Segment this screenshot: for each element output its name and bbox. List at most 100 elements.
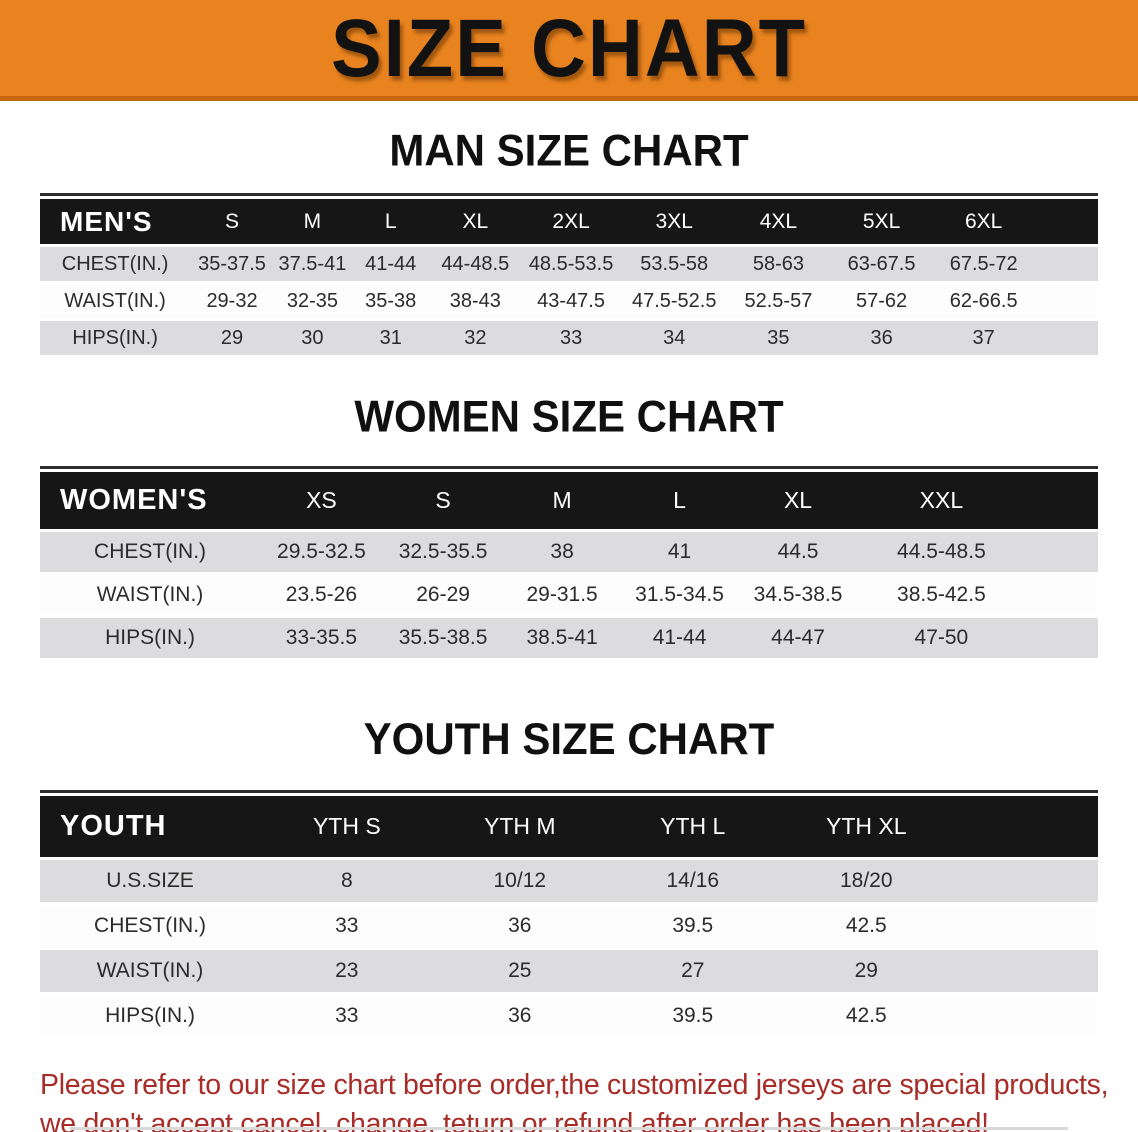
size-column-header: M xyxy=(503,472,621,529)
size-value-cell: 41-44 xyxy=(351,247,431,281)
size-value-cell: 44.5 xyxy=(738,532,858,572)
size-column-header: XS xyxy=(260,472,383,529)
table-row: CHEST(IN.) 29.5-32.5 32.5-35.5 38 41 44.5 44.5… xyxy=(40,532,1098,572)
table-group-label: MEN'S xyxy=(40,199,191,244)
women-size-table: WOMEN'S XS S M L XL XXL CHEST(IN.) 29.5-32.5 32.5… xyxy=(40,469,1098,661)
size-column-header: YTH S xyxy=(260,796,434,857)
youth-size-table: YOUTH YTH S YTH M YTH L YTH XL U.S.SIZE 8 10/12… xyxy=(40,793,1098,1040)
size-column-header: S xyxy=(190,199,274,244)
men-section-heading: MAN SIZE CHART xyxy=(389,125,749,175)
filler-cell xyxy=(1024,532,1098,572)
size-value-cell: 38.5-42.5 xyxy=(857,575,1025,615)
size-column-header: 5XL xyxy=(830,199,933,244)
table-row: WAIST(IN.) 23 25 27 29 xyxy=(40,950,1098,992)
size-value-cell: 10/12 xyxy=(433,860,607,902)
size-value-cell: 42.5 xyxy=(779,905,954,947)
size-value-cell: 31.5-34.5 xyxy=(620,575,739,615)
size-value-cell: 29 xyxy=(190,321,274,355)
table-row: HIPS(IN.) 29 30 31 32 33 34 35 36 37 xyxy=(40,321,1098,355)
filler-cell xyxy=(1034,247,1098,281)
size-column-header: XL xyxy=(430,199,521,244)
size-value-cell: 38.5-41 xyxy=(503,618,621,658)
size-value-cell: 34.5-38.5 xyxy=(738,575,858,615)
size-value-cell: 48.5-53.5 xyxy=(520,247,622,281)
size-value-cell: 29-32 xyxy=(190,284,274,318)
size-column-header: 4XL xyxy=(726,199,831,244)
size-value-cell: 35-38 xyxy=(351,284,431,318)
table-row: WAIST(IN.) 29-32 32-35 35-38 38-43 43-47.5 47.… xyxy=(40,284,1098,318)
size-value-cell: 23 xyxy=(260,950,434,992)
size-value-cell: 37.5-41 xyxy=(273,247,352,281)
size-value-cell: 33-35.5 xyxy=(260,618,383,658)
table-row: HIPS(IN.) 33-35.5 35.5-38.5 38.5-41 41-44 44-… xyxy=(40,618,1098,658)
size-column-header: 2XL xyxy=(520,199,622,244)
youth-section-heading: YOUTH SIZE CHART xyxy=(363,714,775,764)
size-chart-banner: SIZE CHART xyxy=(0,0,1138,101)
size-value-cell: 37 xyxy=(932,321,1035,355)
size-value-cell: 26-29 xyxy=(382,575,504,615)
size-value-cell: 35-37.5 xyxy=(190,247,274,281)
size-column-header: YTH M xyxy=(433,796,607,857)
size-value-cell: 29 xyxy=(779,950,954,992)
filler-cell xyxy=(1034,284,1098,318)
measure-row-label: CHEST(IN.) xyxy=(40,247,191,281)
size-value-cell: 62-66.5 xyxy=(932,284,1035,318)
size-value-cell: 57-62 xyxy=(830,284,933,318)
women-size-table-wrap: WOMEN'S XS S M L XL XXL CHEST(IN.) 29.5-32.5 32.5… xyxy=(40,466,1098,661)
filler-cell xyxy=(1024,472,1098,529)
measure-row-label: U.S.SIZE xyxy=(40,860,261,902)
filler-cell xyxy=(953,905,1098,947)
size-value-cell: 31 xyxy=(351,321,431,355)
table-top-line xyxy=(40,790,1098,793)
women-section-heading: WOMEN SIZE CHART xyxy=(354,391,784,441)
size-column-header: YTH XL xyxy=(779,796,954,857)
table-header-row: YOUTH YTH S YTH M YTH L YTH XL xyxy=(40,796,1098,857)
size-value-cell: 36 xyxy=(830,321,933,355)
size-value-cell: 35 xyxy=(726,321,831,355)
size-value-cell: 34 xyxy=(621,321,727,355)
size-column-header: XXL xyxy=(857,472,1025,529)
size-value-cell: 44-47 xyxy=(738,618,858,658)
size-value-cell: 38-43 xyxy=(430,284,521,318)
table-top-line xyxy=(40,193,1098,196)
filler-cell xyxy=(1034,199,1098,244)
size-value-cell: 25 xyxy=(433,950,607,992)
size-value-cell: 47.5-52.5 xyxy=(621,284,727,318)
table-header-row: WOMEN'S XS S M L XL XXL xyxy=(40,472,1098,529)
size-value-cell: 23.5-26 xyxy=(260,575,383,615)
size-value-cell: 41-44 xyxy=(620,618,739,658)
filler-cell xyxy=(1034,321,1098,355)
measure-row-label: WAIST(IN.) xyxy=(40,575,261,615)
measure-row-label: HIPS(IN.) xyxy=(40,618,261,658)
size-value-cell: 36 xyxy=(433,905,607,947)
filler-cell xyxy=(1024,575,1098,615)
youth-size-table-wrap: YOUTH YTH S YTH M YTH L YTH XL U.S.SIZE 8 10/12… xyxy=(40,790,1098,1040)
size-value-cell: 41 xyxy=(620,532,739,572)
size-value-cell: 38 xyxy=(503,532,621,572)
measure-row-label: WAIST(IN.) xyxy=(40,950,261,992)
filler-cell xyxy=(953,796,1098,857)
size-value-cell: 29-31.5 xyxy=(503,575,621,615)
size-value-cell: 39.5 xyxy=(606,995,780,1037)
size-column-header: YTH L xyxy=(606,796,780,857)
measure-row-label: CHEST(IN.) xyxy=(40,905,261,947)
size-value-cell: 33 xyxy=(520,321,622,355)
size-value-cell: 44.5-48.5 xyxy=(857,532,1025,572)
size-value-cell: 44-48.5 xyxy=(430,247,521,281)
size-value-cell: 63-67.5 xyxy=(830,247,933,281)
size-value-cell: 42.5 xyxy=(779,995,954,1037)
size-value-cell: 32-35 xyxy=(273,284,352,318)
size-column-header: M xyxy=(273,199,352,244)
table-row: CHEST(IN.) 35-37.5 37.5-41 41-44 44-48.5 48.5… xyxy=(40,247,1098,281)
size-value-cell: 32.5-35.5 xyxy=(382,532,504,572)
size-column-header: L xyxy=(620,472,739,529)
size-value-cell: 18/20 xyxy=(779,860,954,902)
size-value-cell: 43-47.5 xyxy=(520,284,622,318)
size-value-cell: 35.5-38.5 xyxy=(382,618,504,658)
table-group-label: YOUTH xyxy=(40,796,261,857)
table-row: HIPS(IN.) 33 36 39.5 42.5 xyxy=(40,995,1098,1037)
size-value-cell: 67.5-72 xyxy=(932,247,1035,281)
table-row: WAIST(IN.) 23.5-26 26-29 29-31.5 31.5-34.5 34… xyxy=(40,575,1098,615)
size-value-cell: 8 xyxy=(260,860,434,902)
size-column-header: S xyxy=(382,472,504,529)
